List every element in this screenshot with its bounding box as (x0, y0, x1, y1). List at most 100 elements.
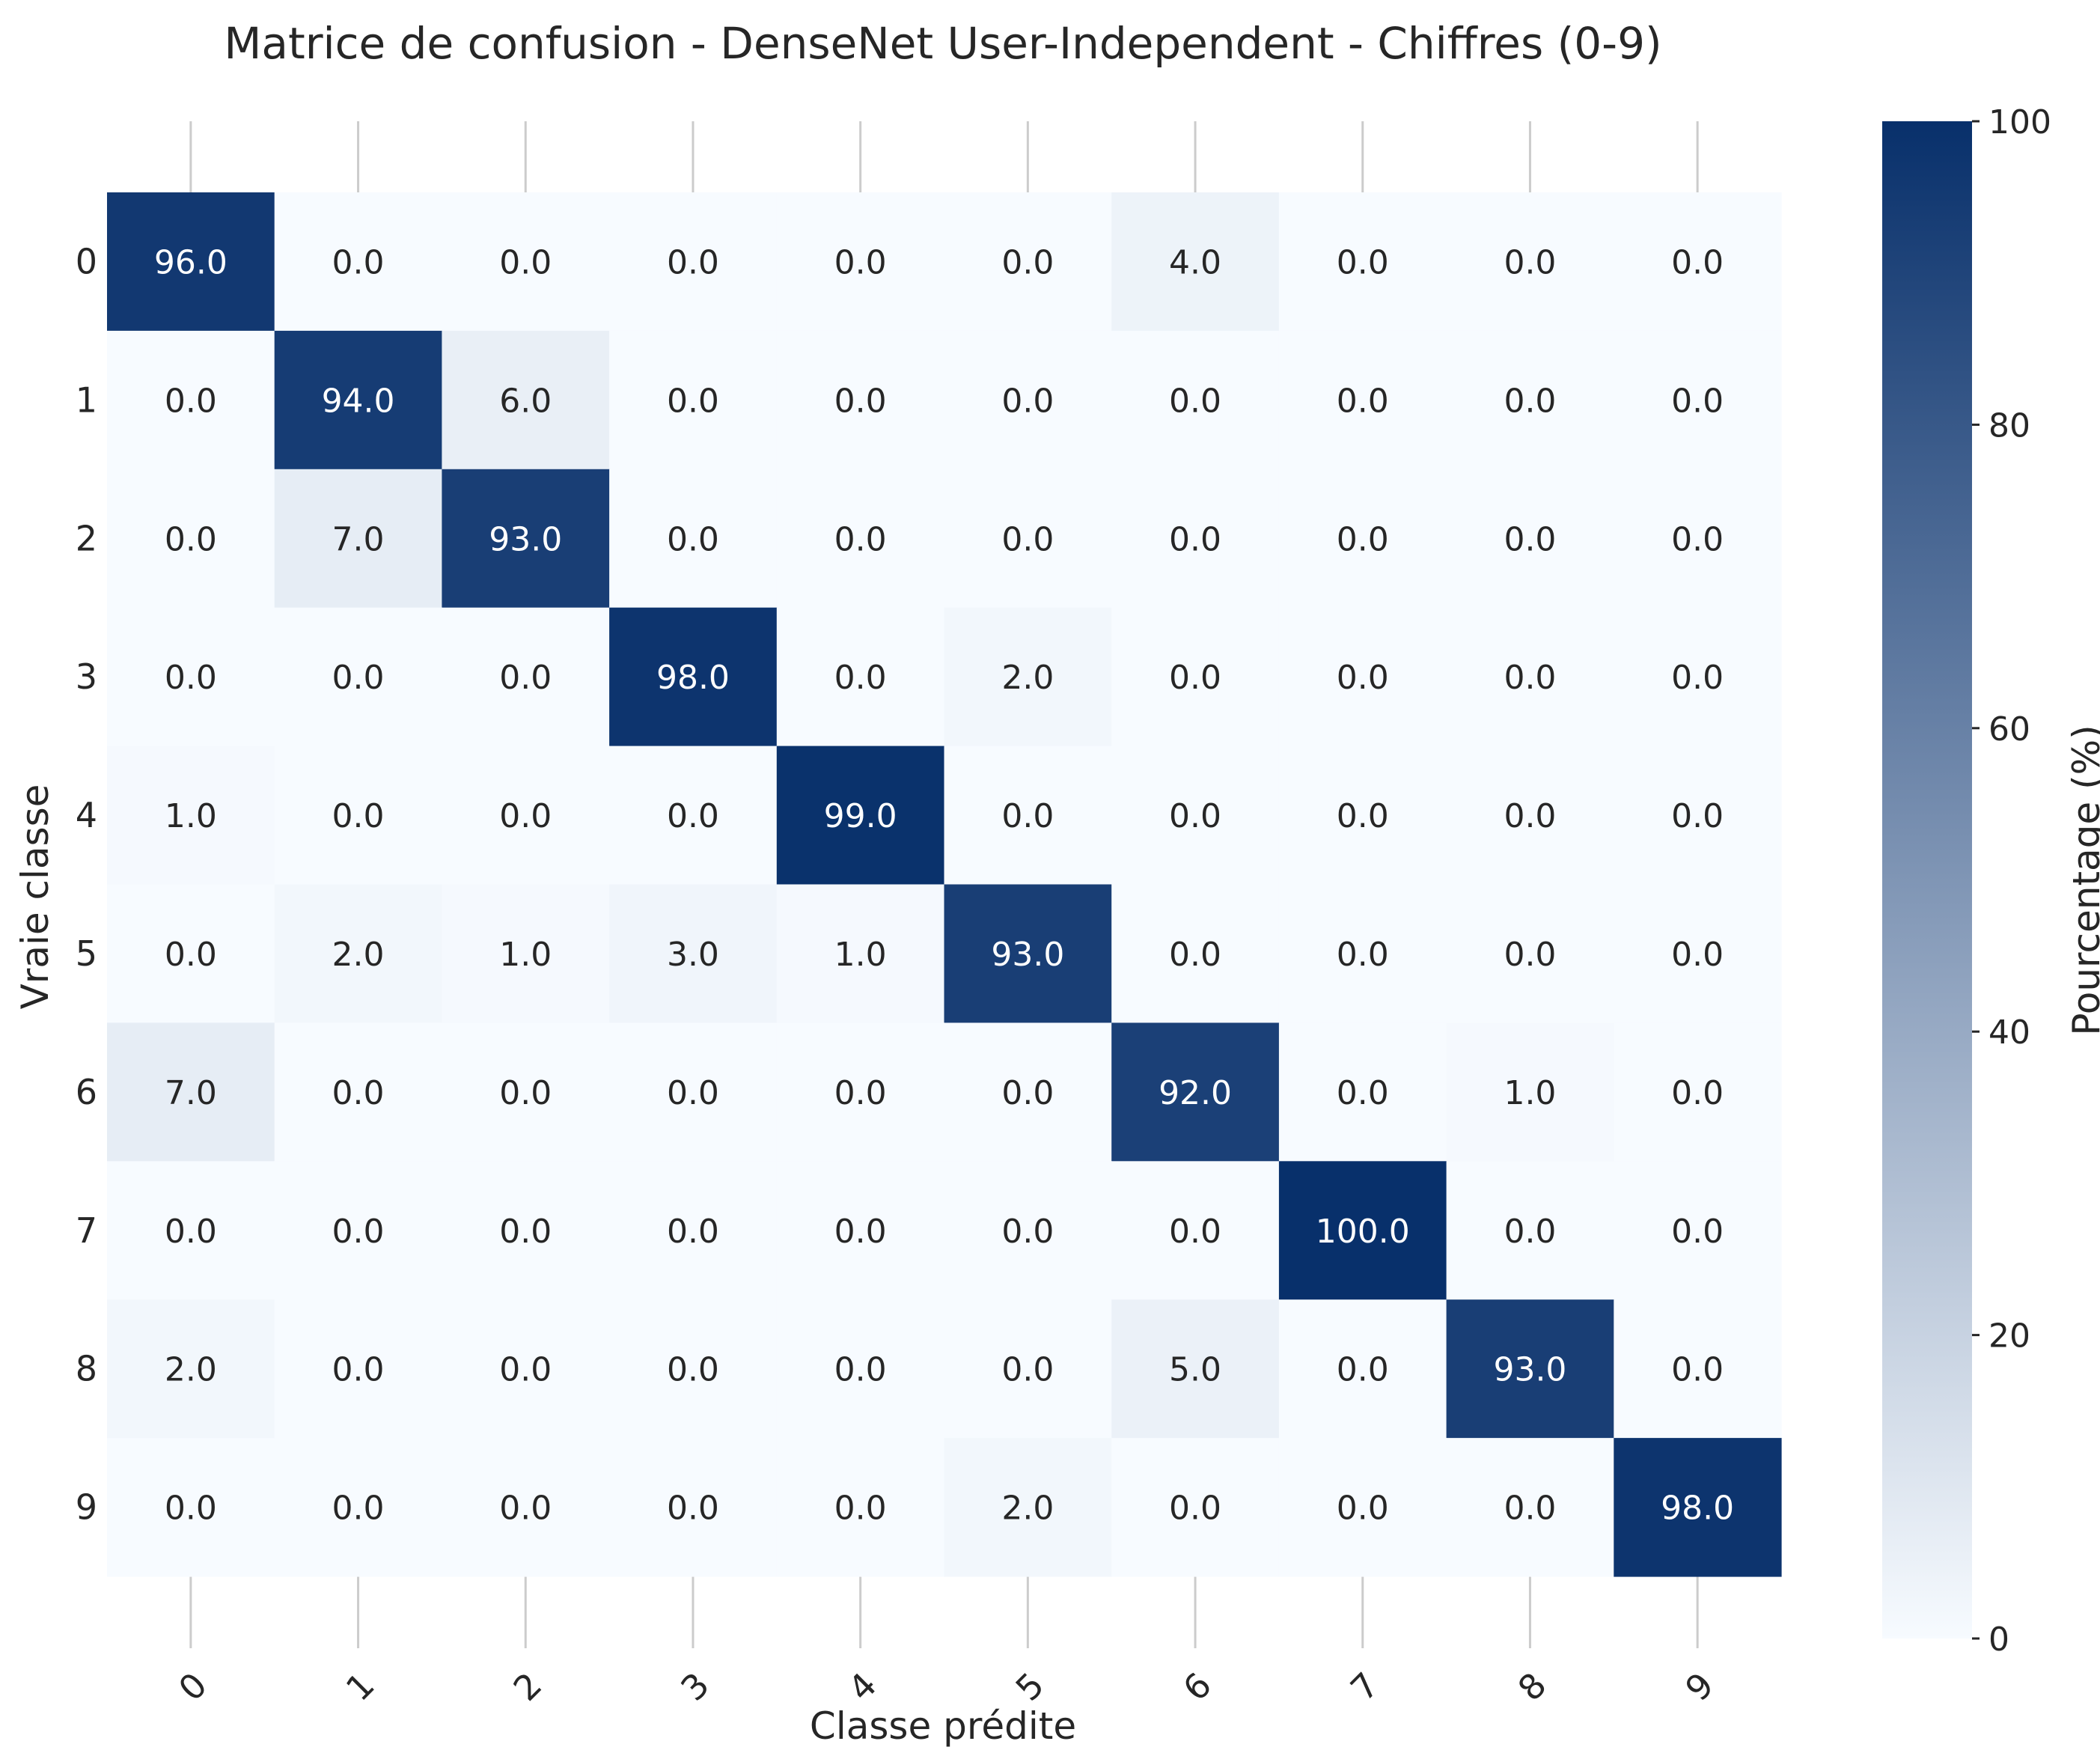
heatmap-cell (1446, 469, 1614, 609)
colorbar-label: Pourcentage (%) (2065, 725, 2100, 1035)
cell-value-label: 0.0 (332, 1490, 385, 1528)
colorbar-tick-label: 100 (1988, 103, 2051, 141)
cell-value-label: 1.0 (499, 936, 552, 974)
heatmap-cell (1446, 192, 1614, 332)
cell-value-label: 0.0 (1001, 382, 1054, 420)
y-tick-label: 4 (76, 795, 97, 835)
cell-value-label: 0.0 (1504, 1213, 1556, 1251)
cell-value-label: 1.0 (1504, 1074, 1556, 1112)
cell-value-label: 0.0 (332, 659, 385, 697)
colorbar-tick-label: 0 (1988, 1621, 2009, 1659)
x-tick-label: 5 (1008, 1665, 1052, 1709)
cell-value-label: 1.0 (165, 797, 217, 835)
heatmap-cell (442, 1022, 610, 1162)
y-tick-label: 8 (76, 1349, 97, 1389)
heatmap-cell (274, 1299, 442, 1439)
heatmap-cell (1614, 469, 1782, 609)
cell-value-label: 0.0 (1169, 1213, 1221, 1251)
heatmap-cell (1446, 607, 1614, 747)
heatmap-cell (1614, 607, 1782, 747)
cell-value-label: 0.0 (499, 1074, 552, 1112)
heatmap-cell (944, 192, 1112, 332)
heatmap-cell (1111, 1161, 1280, 1300)
x-tick-label: 0 (171, 1665, 215, 1709)
heatmap-cell (609, 607, 778, 747)
heatmap-cell (274, 1022, 442, 1162)
cell-value-label: 0.0 (1337, 382, 1389, 420)
cell-value-label: 0.0 (1337, 797, 1389, 835)
cell-value-label: 96.0 (154, 243, 228, 281)
cell-value-label: 100.0 (1316, 1213, 1410, 1251)
heatmap-cell (944, 1022, 1112, 1162)
cell-value-label: 0.0 (165, 382, 217, 420)
cell-value-label: 0.0 (667, 382, 719, 420)
cell-value-label: 0.0 (1671, 520, 1724, 558)
y-tick-label: 6 (76, 1072, 97, 1112)
cell-value-label: 0.0 (1169, 382, 1221, 420)
y-tick-label: 5 (76, 933, 97, 974)
heatmap-cell (1278, 1438, 1447, 1577)
colorbar-tick-label: 60 (1988, 710, 2030, 749)
cell-value-label: 5.0 (1169, 1351, 1221, 1389)
heatmap-cell (107, 1161, 275, 1300)
heatmap-cell (776, 1299, 945, 1439)
heatmap-cell (1278, 469, 1447, 609)
heatmap-cell (274, 1438, 442, 1577)
cell-value-label: 1.0 (834, 936, 887, 974)
heatmap-cell (442, 1161, 610, 1300)
cell-value-label: 0.0 (499, 797, 552, 835)
cell-value-label: 0.0 (667, 1490, 719, 1528)
cell-value-label: 0.0 (667, 1213, 719, 1251)
cell-value-label: 0.0 (165, 1213, 217, 1251)
cell-value-label: 0.0 (667, 520, 719, 558)
heatmap-cell (609, 1161, 778, 1300)
heatmap-cell (1278, 1161, 1447, 1300)
y-tick-label: 2 (76, 518, 97, 558)
heatmap-cell (1446, 1022, 1614, 1162)
heatmap-cell (1446, 1299, 1614, 1439)
heatmap-cell (1614, 884, 1782, 1023)
cell-value-label: 0.0 (1001, 1213, 1054, 1251)
y-tick-label: 1 (76, 379, 97, 420)
cell-value-label: 6.0 (499, 382, 552, 420)
cell-value-label: 0.0 (1001, 243, 1054, 281)
heatmap-cell (1278, 1022, 1447, 1162)
cell-value-label: 0.0 (667, 1351, 719, 1389)
cell-value-label: 0.0 (1671, 382, 1724, 420)
heatmap-cell (944, 1299, 1112, 1439)
cell-value-label: 0.0 (1504, 936, 1556, 974)
colorbar-tick-label: 80 (1988, 406, 2030, 445)
heatmap-cell (442, 469, 610, 609)
x-tick-label: 6 (1175, 1665, 1219, 1709)
heatmap-cell (609, 746, 778, 885)
cell-value-label: 93.0 (1493, 1351, 1566, 1389)
heatmap-cell (944, 884, 1112, 1023)
heatmap-cell (776, 330, 945, 470)
cell-value-label: 0.0 (1671, 797, 1724, 835)
heatmap-cell (442, 746, 610, 885)
heatmap-cell (1278, 746, 1447, 885)
heatmap-cell (1111, 746, 1280, 885)
heatmap-cell (1614, 1438, 1782, 1577)
heatmap-cell (274, 884, 442, 1023)
cell-value-label: 0.0 (834, 1213, 887, 1251)
cell-value-label: 92.0 (1159, 1074, 1232, 1112)
heatmap-cell (274, 607, 442, 747)
heatmap-cell (609, 1438, 778, 1577)
x-tick-label: 9 (1677, 1665, 1721, 1709)
y-tick-label: 7 (76, 1210, 97, 1251)
heatmap-cell (609, 330, 778, 470)
y-tick-label: 3 (76, 656, 97, 697)
cell-value-label: 0.0 (1169, 520, 1221, 558)
cell-value-label: 0.0 (499, 1351, 552, 1389)
cell-value-label: 0.0 (1671, 1074, 1724, 1112)
cell-value-label: 0.0 (834, 1074, 887, 1112)
cell-value-label: 0.0 (1169, 936, 1221, 974)
cell-value-label: 2.0 (332, 936, 385, 974)
heatmap-cell (1446, 330, 1614, 470)
heatmap-cell (1278, 884, 1447, 1023)
cell-value-label: 0.0 (1504, 659, 1556, 697)
cell-value-label: 0.0 (1337, 1490, 1389, 1528)
heatmap-cell (1614, 1022, 1782, 1162)
heatmap-cell (776, 884, 945, 1023)
